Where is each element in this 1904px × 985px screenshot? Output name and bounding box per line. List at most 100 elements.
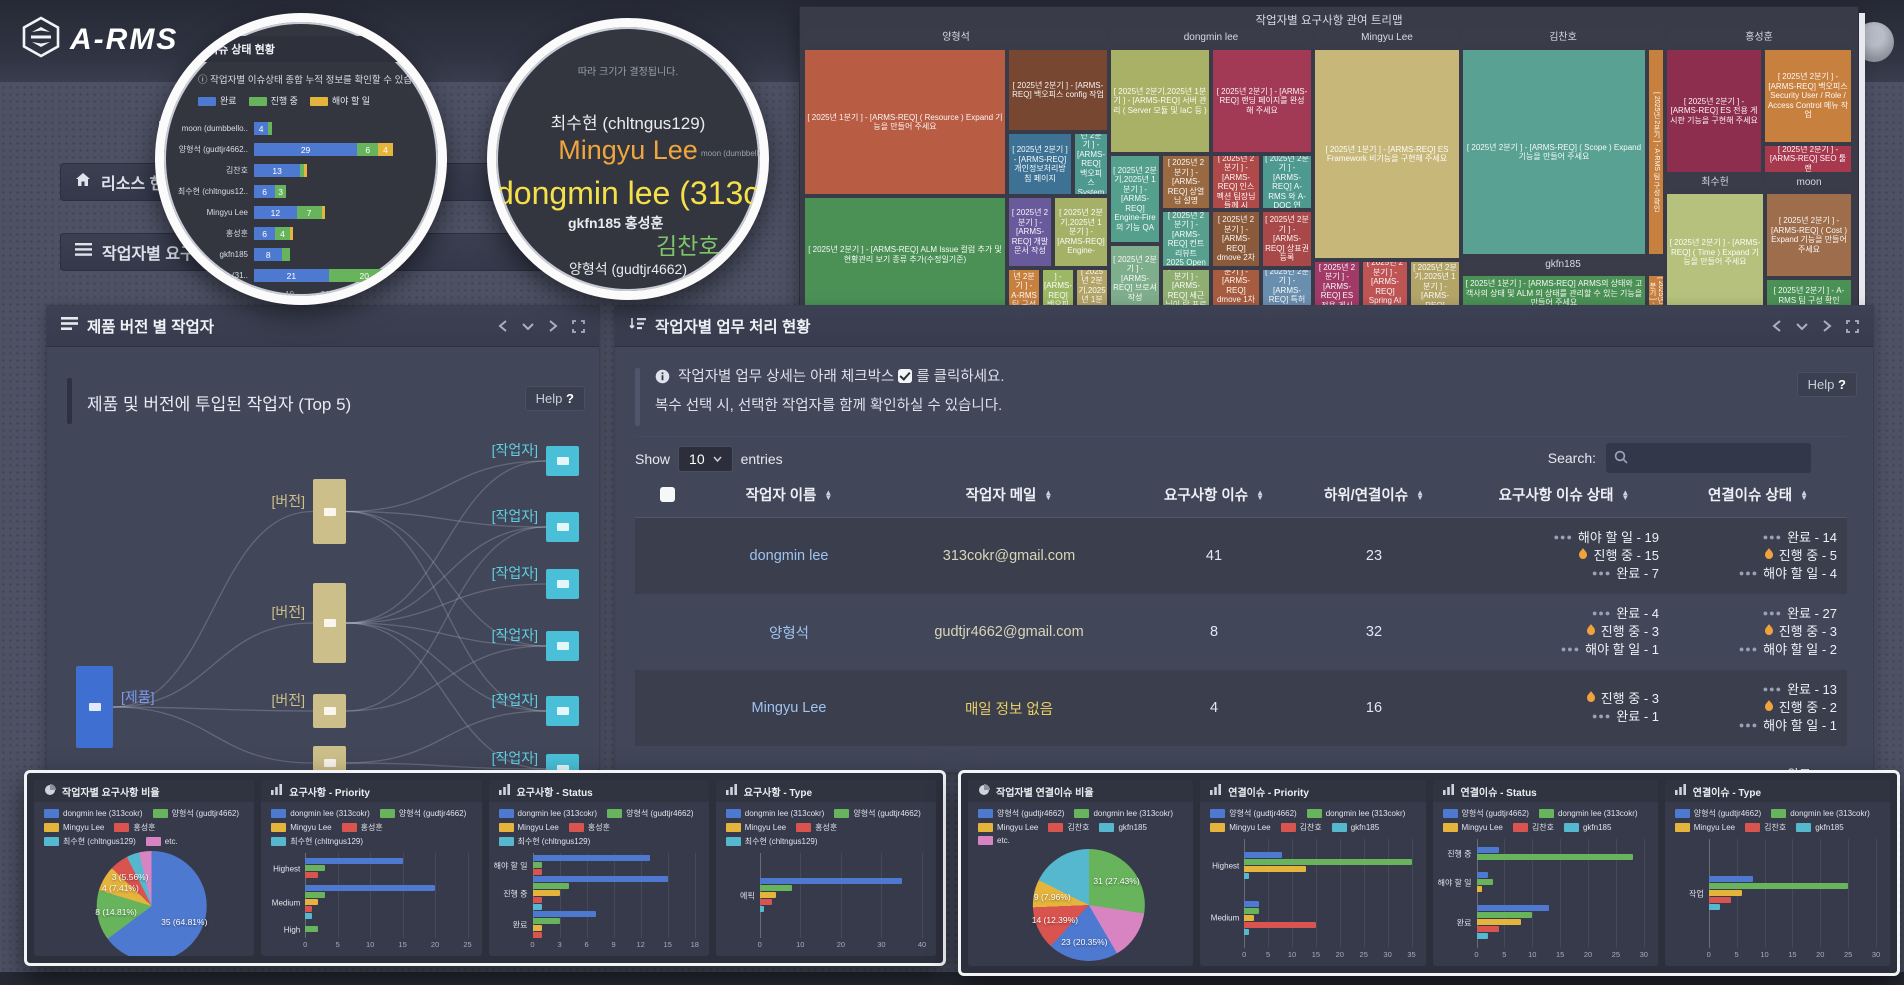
treemap-cell[interactable]: [ 2025년 2분기 ] - [ARMS-REQ] ALM Issue 컬럼 …: [804, 197, 1006, 312]
wordcloud-word[interactable]: dongmin lee (313cokr): [496, 175, 760, 211]
treemap-cell[interactable]: [ 2025년 2분기 ] - [ARMS-REQ] 백오피스 System 작: [1074, 133, 1108, 195]
column-header[interactable]: 요구사항 이슈 상태 ▲ ▼: [1498, 487, 1630, 504]
treemap-group-header: Mingyu Lee: [1314, 29, 1460, 47]
sort-icon[interactable]: ▲ ▼: [1416, 487, 1424, 502]
treemap-cell[interactable]: [ 2025년 2분기 ] - [ARMS-REQ] dmove 1차 컨퍼런스…: [1212, 269, 1260, 312]
brand[interactable]: A-RMS: [22, 16, 178, 63]
column-header[interactable]: 작업자 이름 ▲ ▼: [745, 487, 833, 504]
treemap-cell[interactable]: [ 2025년 2분기 ] - [ARMS-REQ] ( Time ) Expa…: [1666, 193, 1764, 312]
treemap-cell[interactable]: [ 2025년 2분기 ] -: [1648, 275, 1664, 312]
column-header[interactable]: 요구사항 이슈 ▲ ▼: [1164, 487, 1264, 504]
treemap-cell[interactable]: [ 2025년 2분기 ] - [ARMS-REQ] ES 전용 게시판 기능을…: [1666, 49, 1762, 173]
worker-name-cell[interactable]: 양형석: [768, 625, 810, 642]
chart-legend: 양형석 (gudtjr4662) dongmin lee (313cokr) Min…: [1433, 802, 1658, 835]
treemap-cell[interactable]: [ 2025년 2분기,2025년 1분기 ] - [ARMS-REQ] Eng…: [1110, 155, 1160, 243]
fullscreen-icon[interactable]: [572, 319, 585, 333]
treemap-cell[interactable]: [ 2025년 2분기 ] - [ARMS-REQ] 백오피스 config 작…: [1008, 49, 1108, 131]
treemap-cell[interactable]: [ 2025년 2분기 ] - [ARMS-REQ] SEO 툴 랜: [1764, 145, 1852, 173]
status-bar-row: dongmin lee (31.. 21 20: [174, 265, 424, 286]
next-icon[interactable]: [1822, 320, 1832, 332]
search-input[interactable]: [1606, 443, 1811, 473]
worker-node[interactable]: [546, 446, 579, 476]
worker-node[interactable]: [546, 754, 579, 772]
treemap-cell[interactable]: [ 2025년 2분기 ] - [ARMS-REQ] 랜딩 페이지를 완성 해 …: [1212, 49, 1312, 153]
treemap-cell[interactable]: [ 2025년 2분기 ] - [ARMS-REQ] 개발 문서 작성: [1008, 197, 1052, 267]
bar: [1708, 883, 1849, 889]
version-node[interactable]: [313, 746, 346, 772]
treemap-cell[interactable]: [ 2025년 1분기 ] - [ARMS- REQ] 백오피스 Securit…: [1042, 269, 1074, 312]
wordcloud-word[interactable]: moon (dumbbelloper): [701, 149, 768, 158]
sort-icon[interactable]: ▲ ▼: [824, 487, 833, 502]
column-header[interactable]: 연결이슈 상태 ▲ ▼: [1708, 487, 1808, 504]
treemap-cell[interactable]: [ 2025년 2분기,2025년 1분기 ] - [ARMS-REQ] Eng…: [1054, 197, 1108, 267]
column-header[interactable]: 작업자 메일 ▲ ▼: [965, 487, 1053, 504]
treemap-cell[interactable]: [ 2025년 2분기 ] - [ARMS-REQ] 상열님 설명: [1162, 155, 1210, 209]
version-node[interactable]: [313, 479, 346, 544]
treemap-cell[interactable]: [ 2025년 1분기 ] - [ARMS-REQ] ( Resource ) …: [804, 49, 1006, 195]
table-row[interactable]: 김찬호 매일 정보 없음 1 14 진행 중 - 1 ●●●완료 - 13●●●…: [635, 746, 1847, 772]
treemap-cell[interactable]: [ 2025년 2분기 ] - [ARMS-REQ] 브로셔 작성: [1110, 245, 1160, 312]
column-header[interactable]: 하위/연결이슈 ▲ ▼: [1324, 487, 1424, 504]
legend-item: Mingyu Lee: [725, 822, 786, 833]
chevron-down-icon[interactable]: [1796, 322, 1808, 331]
wordcloud-word[interactable]: gkfn185 홍성훈: [568, 215, 664, 231]
worker-name-cell[interactable]: dongmin lee: [749, 548, 829, 564]
worker-node[interactable]: [546, 512, 579, 542]
worker-node[interactable]: [546, 696, 579, 726]
treemap-cell[interactable]: [ 2025년 2분기 ] - [ARMS-REQ] 컨트리뷰트 2025 Op…: [1162, 211, 1210, 267]
select-all-checkbox[interactable]: [659, 487, 675, 502]
prev-icon[interactable]: [498, 320, 508, 332]
treemap-cell[interactable]: [ 2025년 2분기 ] - [ARMS-REQ] 세근님이 랑 프로젝트뷰 …: [1162, 269, 1210, 312]
treemap-title: 작업자별 요구사항 관여 트리맵: [1255, 15, 1403, 27]
wordcloud-word[interactable]: 양형석 (gudtjr4662): [568, 261, 688, 277]
page-size-select[interactable]: 10: [678, 446, 733, 472]
treemap-cell[interactable]: [ 2025년 1분기 ] - [ARMS-REQ] ES Framework …: [1314, 49, 1460, 259]
worker-name-cell[interactable]: Mingyu Lee: [751, 700, 827, 716]
version-node[interactable]: [313, 583, 346, 663]
legend-item: 홍성훈: [114, 822, 155, 833]
sort-icon[interactable]: ▲ ▼: [1800, 487, 1808, 502]
wordcloud-word[interactable]: Mingyu Lee: [558, 135, 698, 165]
treemap-cell[interactable]: [ 2025년 2분기 ] - [ARMS-REQ] 백오피스 Security…: [1764, 49, 1852, 143]
bar: [532, 897, 542, 903]
table-row[interactable]: dongmin lee 313cokr@gmail.com 41 23 ●●● 해…: [635, 518, 1847, 594]
next-icon[interactable]: [548, 320, 558, 332]
prev-icon[interactable]: [1772, 320, 1782, 332]
treemap-cell[interactable]: [ 2025년 2분기 ] - [ARMS-REQ] A-RMS 와 A-DOC…: [1262, 155, 1312, 209]
legend-item: 완료: [198, 94, 237, 107]
product-label: [제품]A-RMS: [121, 689, 155, 705]
treemap-cell[interactable]: [ 2025년 2분기 ] - [ARMS-REQ] 특허 출원: [1262, 269, 1312, 312]
worker-node[interactable]: [546, 569, 579, 599]
user-avatar[interactable]: [1854, 22, 1894, 62]
bar: [1708, 904, 1720, 910]
legend-item: 양형석 (gudtjr4662): [834, 808, 921, 819]
chevron-down-icon[interactable]: [522, 322, 534, 331]
treemap-cell[interactable]: [ 2025년 2분기 ] - A-RMS 팀 구성 확인: [1648, 49, 1664, 255]
sort-icon[interactable]: ▲ ▼: [1044, 487, 1053, 502]
treemap-cell[interactable]: [ 2025년 2분기,2025년 1 분기 ] - [ARMS-REQ]: [1410, 261, 1460, 312]
treemap-cell[interactable]: [ 2025년 2분기 ] - [ARMS-REQ] ES 전용 게시: [1314, 261, 1360, 312]
treemap-cell[interactable]: [ 2025년 2분기 ] - [ARMS-REQ] dmove 2차: [1212, 211, 1260, 267]
help-button[interactable]: Help ?: [524, 386, 585, 411]
treemap-cell[interactable]: [ 2025년 2분기 ] - [ARMS-REQ] 인스펙션 팀장님들께 시: [1212, 155, 1260, 209]
fullscreen-icon[interactable]: [1846, 319, 1859, 333]
product-node[interactable]: [76, 666, 113, 748]
table-row[interactable]: Mingyu Lee 매일 정보 없음 4 16 진행 중 - 3 ●●● 완료 -…: [635, 670, 1847, 746]
worker-node[interactable]: [546, 631, 579, 661]
wordcloud-word[interactable]: 김찬호: [656, 233, 720, 259]
chart-legend: 양형석 (gudtjr4662) dongmin lee (313cokr) Min…: [968, 802, 1193, 847]
treemap-cell[interactable]: [ 2025년 2분기 ] - [ARMS-REQ] 개인정보처리방침 페이지: [1008, 133, 1072, 195]
treemap-cell[interactable]: [ 2025년 2분기 ] - [ARMS-REQ] ( Scope ) Exp…: [1462, 49, 1646, 255]
treemap-cell[interactable]: [ 2025년 2분기 ] - [ARMS-REQ] ( Cost ) Expa…: [1766, 193, 1852, 277]
legend-item: dongmin lee (313cokr): [725, 808, 824, 819]
wordcloud-word[interactable]: 최수현 (chltngus129): [550, 114, 706, 133]
treemap-cell[interactable]: [ 2025년 2분기,2025년 1분기 ] - [ARMS-REQ] 서버 …: [1110, 49, 1210, 153]
help-button[interactable]: Help ?: [1796, 372, 1857, 397]
treemap-cell[interactable]: [ 2025년 2분기 ] - [ARMS-REQ] Spring AI 적: [1362, 261, 1408, 312]
sort-icon[interactable]: ▲ ▼: [1256, 487, 1264, 502]
treemap-cell[interactable]: [ 2025년 2분기 ] - [ARMS-REQ] 상표권 등록: [1262, 211, 1312, 267]
version-node[interactable]: [313, 694, 346, 728]
treemap-cell[interactable]: [ 2025년 2분 기,2025 년 1분기 ]: [1076, 269, 1108, 312]
sort-icon[interactable]: ▲ ▼: [1621, 487, 1630, 502]
